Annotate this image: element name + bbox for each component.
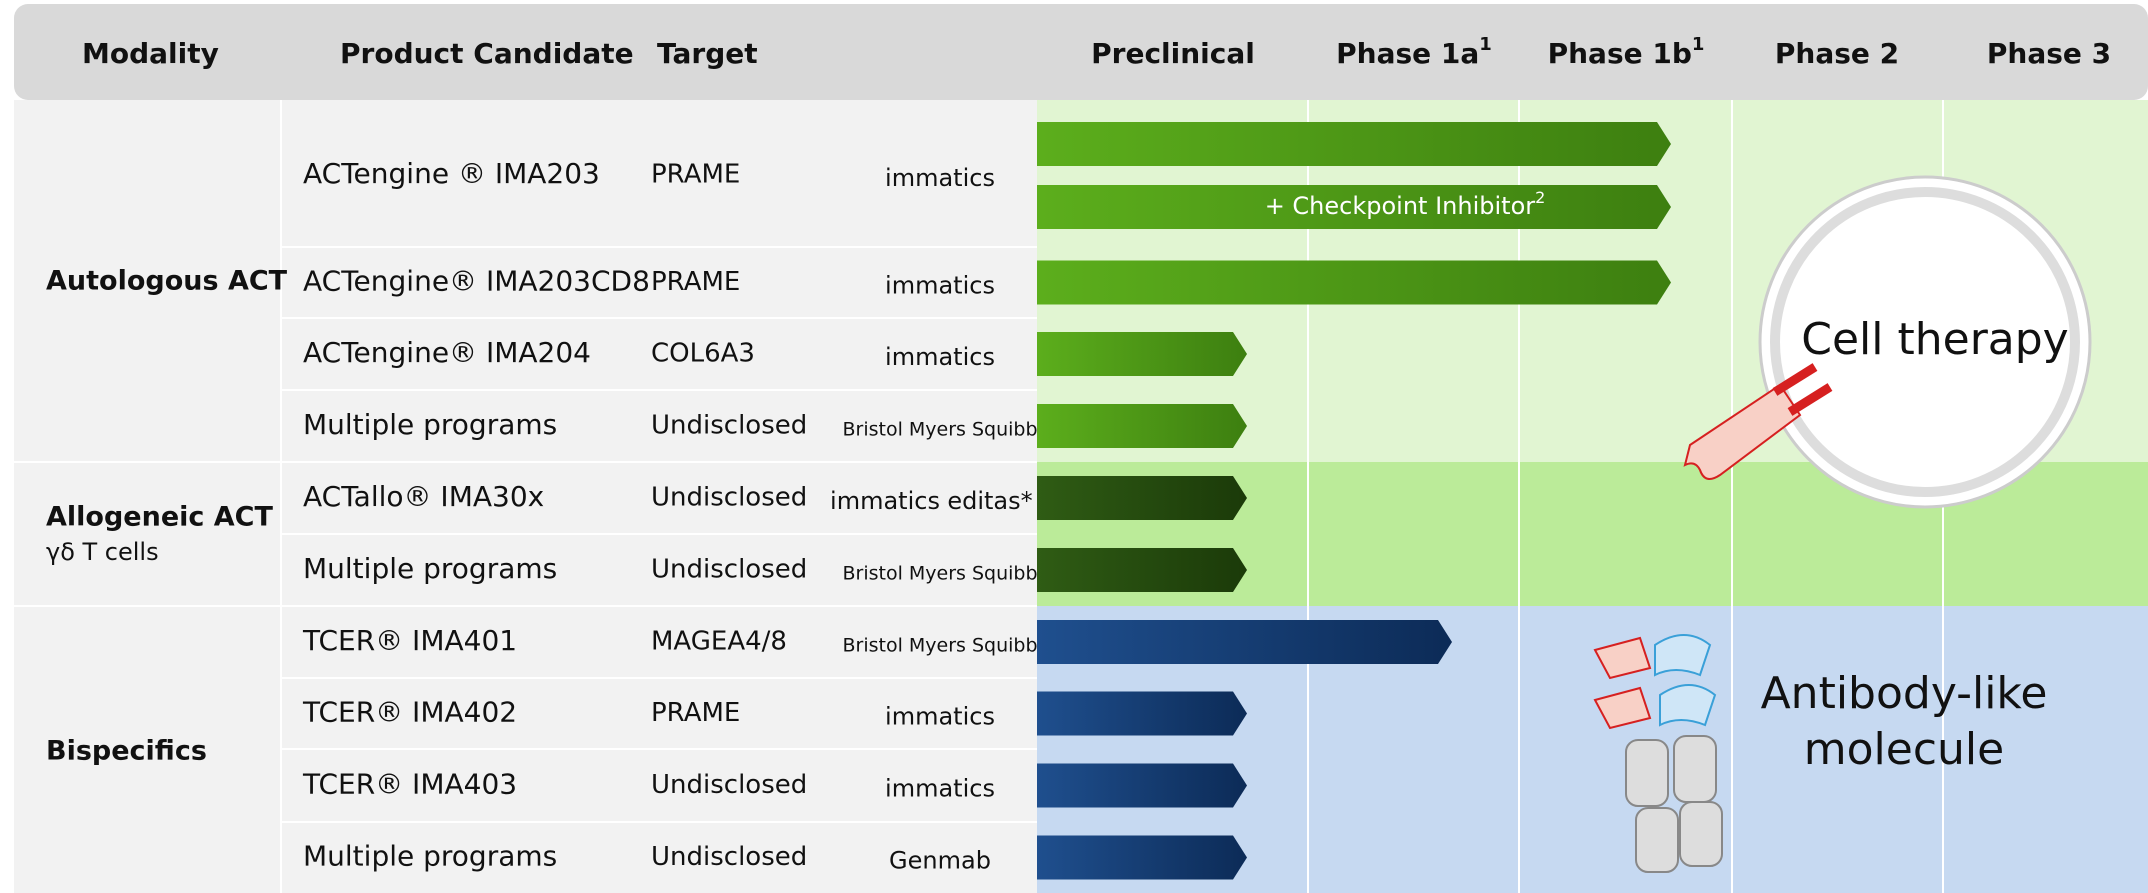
- product: TCER® IMA402: [302, 696, 517, 729]
- partner-logo: immatics: [885, 164, 995, 192]
- progress-bar: [1037, 404, 1247, 448]
- partner-logo: immatics: [885, 775, 995, 803]
- partner-logo: immatics: [885, 343, 995, 371]
- footnote-mark: 2: [1535, 188, 1545, 207]
- progress-bar: [1037, 122, 1671, 166]
- partner-logo: immatics: [885, 703, 995, 731]
- phase-header: Phase 3: [1987, 37, 2111, 70]
- phase-label: Preclinical: [1091, 37, 1255, 70]
- partner-logo: immatics: [830, 487, 940, 515]
- target: Undisclosed: [651, 483, 807, 513]
- target: PRAME: [651, 160, 740, 190]
- target: Undisclosed: [651, 555, 807, 585]
- product: TCER® IMA401: [302, 624, 517, 657]
- target: MAGEA4/8: [651, 627, 787, 657]
- antibody-label: Antibody-like: [1761, 668, 2048, 719]
- footnote-mark: 1: [1479, 34, 1492, 55]
- bar-note: + Checkpoint Inhibitor: [1265, 192, 1536, 220]
- product: ACTengine® IMA204: [303, 336, 591, 369]
- content: Modality Product Candidate Target Preclinic…: [46, 34, 2111, 880]
- group-label: Allogeneic ACT: [46, 502, 273, 533]
- progress-bar: [1037, 260, 1671, 305]
- antibody-label: molecule: [1804, 724, 2004, 775]
- phase-header: Phase 1b1: [1548, 34, 1705, 70]
- progress-bar: [1037, 620, 1452, 664]
- phase-label: Phase 1b: [1548, 37, 1692, 70]
- progress-bar: [1037, 548, 1247, 592]
- table-bg: [14, 100, 1037, 893]
- target: Undisclosed: [651, 770, 807, 800]
- product: Multiple programs: [303, 408, 557, 441]
- column-header: Product Candidate: [340, 37, 634, 70]
- phase-label: Phase 2: [1775, 37, 1899, 70]
- footnote-mark: 1: [1692, 34, 1705, 55]
- target: PRAME: [651, 267, 740, 297]
- partner-logo: editas*: [947, 487, 1032, 515]
- antibody-illustration: Antibody-like molecule: [1593, 634, 2048, 873]
- phase-header: Preclinical: [1091, 37, 1255, 70]
- progress-bar: [1037, 185, 1671, 229]
- progress-bar: [1037, 835, 1247, 880]
- product: ACTengine® IMA203CD8: [303, 265, 650, 298]
- progress-bar: [1037, 763, 1247, 808]
- cell-label: Cell therapy: [1801, 314, 2068, 365]
- target: Undisclosed: [651, 842, 807, 872]
- progress-bar: [1037, 691, 1247, 736]
- product: Multiple programs: [303, 552, 557, 585]
- column-header: Target: [657, 37, 758, 70]
- partner-logo: Bristol Myers Squibb: [842, 419, 1037, 441]
- partner-logo: Bristol Myers Squibb: [842, 635, 1037, 657]
- product: Multiple programs: [303, 840, 557, 873]
- product: ACTallo® IMA30x: [303, 480, 544, 513]
- phase-header: Phase 1a1: [1336, 34, 1492, 70]
- product: ACTengine ® IMA203: [303, 157, 600, 190]
- partner-logo: immatics: [885, 272, 995, 300]
- group-label: Bispecifics: [46, 736, 207, 767]
- phase-label: Phase 3: [1987, 37, 2111, 70]
- target: COL6A3: [651, 339, 755, 369]
- cell-illustration: Cell therapy: [1683, 175, 2092, 509]
- progress-bar: [1037, 476, 1247, 520]
- column-header: Modality: [82, 37, 219, 70]
- partner-logo: Bristol Myers Squibb: [842, 563, 1037, 585]
- phase-header: Phase 2: [1775, 37, 1899, 70]
- product: TCER® IMA403: [302, 768, 517, 801]
- progress-bar: [1037, 332, 1247, 376]
- bar-label: + Checkpoint Inhibitor2: [1265, 188, 1546, 221]
- group-subtitle: γδ T cells: [46, 538, 159, 566]
- partner-logo: Genmab: [889, 847, 991, 875]
- group-label: Autologous ACT: [46, 266, 288, 297]
- phase-label: Phase 1a: [1336, 37, 1479, 70]
- target: Undisclosed: [651, 411, 807, 441]
- header-bg: [14, 4, 2148, 100]
- target: PRAME: [651, 698, 740, 728]
